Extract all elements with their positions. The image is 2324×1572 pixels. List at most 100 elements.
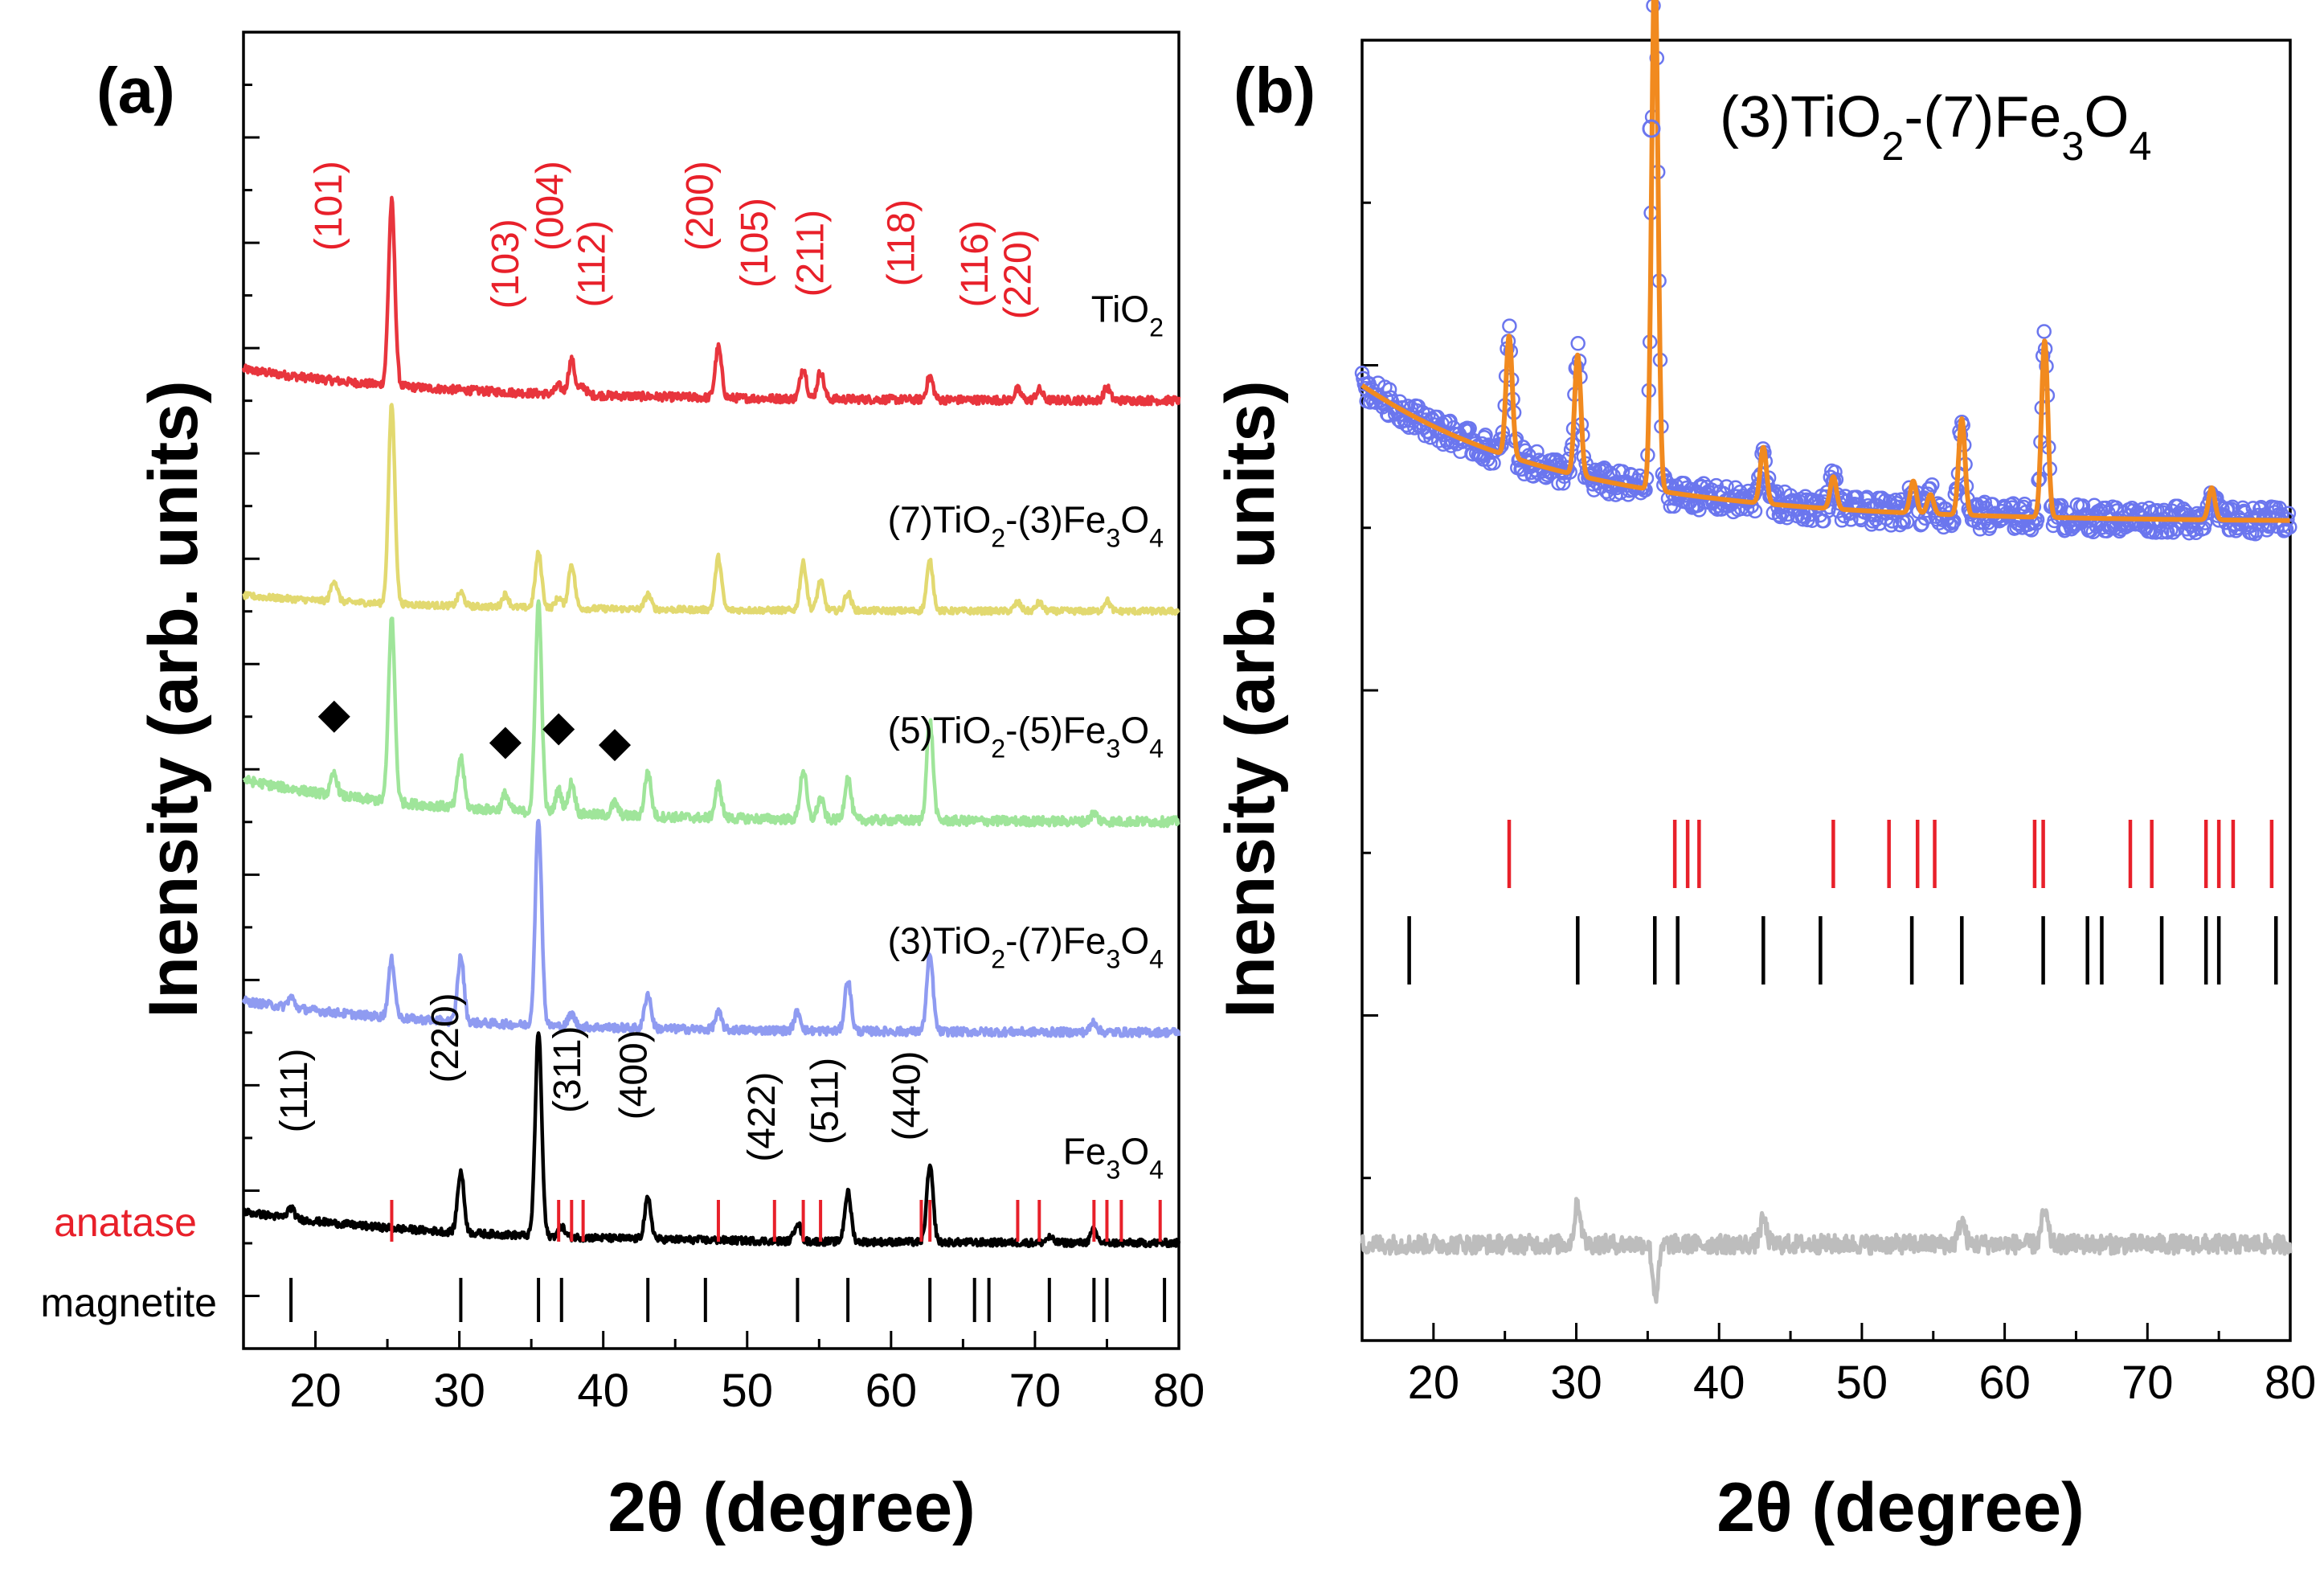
panel-b-x-tick-label: 50 [1836, 1357, 1888, 1409]
anatase-hkl-label: (116) [954, 220, 996, 308]
panel-a-chart: 20 30 40 50 60 70 80TiO2(7)TiO2-(3)Fe3O4(5)TiO… [241, 31, 1205, 1417]
series-calc-line [1360, 0, 2293, 523]
observed-point [2163, 522, 2179, 538]
diamond-marker [542, 713, 575, 746]
panel-a-xlabel: 2θ (degree) [608, 1469, 976, 1546]
panel-b-x-tick-label: 80 [2265, 1357, 2317, 1409]
series-tio2_70-label: (7)TiO2-(3)Fe3O4 [888, 498, 1164, 552]
observed-point [1925, 477, 1940, 493]
series-tio2_50-label-subscript: 4 [1149, 735, 1164, 763]
observed-point [2166, 525, 2181, 540]
panel-b-tag: (b) [1234, 55, 1315, 126]
panel-a-tag: (a) [96, 55, 175, 126]
anatase-ref-label: anatase [54, 1200, 197, 1245]
series-tio2_50-label-text: O [1120, 710, 1149, 751]
magnetite-hkl-label: (220) [424, 993, 467, 1083]
series-diff-line [1360, 1197, 2293, 1304]
panel-a-x-tick-label: 20 [289, 1365, 342, 1417]
panel-b-x-tick-label: 40 [1693, 1357, 1745, 1409]
anatase-hkl-label: (101) [308, 161, 350, 251]
magnetite-hkl-label: (511) [804, 1058, 847, 1145]
panel-a-frame [242, 31, 1180, 1350]
magnetite-hkl-label: (311) [546, 1025, 589, 1113]
series-tio2_30-label-text: (3)TiO [888, 920, 992, 962]
legend-label-text: O [2084, 85, 2129, 149]
series-tio2_50-label-subscript: 3 [1106, 735, 1120, 763]
series-tio2_50-label-text: (5)TiO [888, 710, 992, 751]
magnetite-hkl-label: (400) [612, 1030, 655, 1120]
series-fe3o4-label-text: Fe [1063, 1131, 1107, 1173]
magnetite-hkl-label: (440) [886, 1050, 929, 1140]
series-tio2_70-label-text: (7)TiO [888, 498, 992, 540]
diamond-marker [489, 727, 522, 759]
observed-point [2196, 521, 2211, 536]
series-tio2_30-label-text: O [1120, 920, 1149, 962]
series-tio2_30-label-subscript: 4 [1149, 945, 1164, 974]
legend-label-text: (3)TiO [1720, 85, 1881, 149]
anatase-hkl-label: (004) [530, 161, 572, 251]
observed-point [1478, 428, 1493, 443]
anatase-hkl-label: (112) [571, 220, 613, 308]
panel-a-x-tick-label: 40 [577, 1365, 629, 1417]
legend-label-subscript: 3 [2061, 123, 2084, 169]
panel-b-x-tick-label: 30 [1550, 1357, 1602, 1409]
observed-point [2017, 496, 2032, 512]
observed-point [1570, 336, 1585, 351]
observed-point [1747, 503, 1763, 519]
observed-point [1502, 318, 1517, 334]
series-tio2_70-line [242, 403, 1180, 616]
observed-point [1977, 494, 1992, 510]
panel-a-x-tick-label: 80 [1153, 1365, 1205, 1417]
series-tio2_50-label: (5)TiO2-(5)Fe3O4 [888, 710, 1164, 763]
panel-b-ylabel: Inensity (arb. units) [1212, 380, 1289, 1017]
observed-point [2175, 501, 2191, 517]
panel-a-ylabel: Inensity (arb. units) [135, 380, 212, 1017]
panel-b-x-tick-label: 20 [1408, 1357, 1460, 1409]
panel-a-x-tick-label: 70 [1009, 1365, 1062, 1417]
legend-label-subscript: 2 [1881, 123, 1904, 169]
legend-label: (3)TiO2-(7)Fe3O4 [1720, 85, 2151, 169]
observed-point [1974, 496, 1991, 512]
series-tio2-label-subscript: 2 [1149, 313, 1164, 342]
series-tio2_30-label-text: -(7)Fe [1005, 920, 1106, 962]
observed-point [2159, 524, 2175, 540]
anatase-hkl-label: (220) [997, 229, 1040, 319]
magnetite-hkl-label: (111) [273, 1048, 316, 1132]
anatase-hkl-label: (200) [679, 161, 722, 251]
series-tio2_30-line [241, 818, 1181, 1038]
legend-observed-marker [1642, 119, 1661, 138]
observed-point [2075, 498, 2091, 514]
panel-b-x-tick-label: 70 [2121, 1357, 2174, 1409]
observed-point [1614, 464, 1630, 480]
observed-point [1899, 514, 1915, 530]
series-tio2_70-label-text: O [1120, 498, 1149, 540]
series-fe3o4-label-subscript: 3 [1106, 1156, 1120, 1185]
observed-point [2036, 324, 2052, 339]
series-tio2_70-label-subscript: 4 [1149, 523, 1164, 552]
series-tio2_30-label-subscript: 2 [991, 945, 1005, 974]
series-fe3o4-label: Fe3O4 [1063, 1131, 1164, 1185]
magnetite-ref-label: magnetite [40, 1280, 217, 1325]
series-fe3o4-label-text: O [1120, 1131, 1149, 1173]
series-tio2_30-label-subscript: 3 [1106, 945, 1120, 974]
series-tio2_70-label-subscript: 2 [991, 523, 1005, 552]
series-tio2_50-line [242, 599, 1180, 829]
magnetite-hkl-label: (422) [741, 1072, 784, 1162]
panel-b-frame [1360, 39, 2292, 1342]
series-fe3o4-label-subscript: 4 [1149, 1156, 1164, 1185]
series-tio2_70-label-subscript: 3 [1106, 523, 1120, 552]
series-tio2-line [241, 195, 1181, 407]
observed-point [1843, 512, 1859, 527]
series-fe3o4-line [242, 1031, 1181, 1249]
series-tio2-label: TiO2 [1091, 288, 1164, 342]
observed-point [1555, 476, 1571, 491]
series-tio2_70-label-text: -(3)Fe [1005, 498, 1106, 540]
panel-b-chart: 20 30 40 50 60 70 80 (3)TiO2-(7)Fe3O4 [1354, 0, 2317, 1409]
series-tio2_50-label-text: -(5)Fe [1005, 710, 1106, 751]
anatase-hkl-label: (211) [790, 210, 833, 297]
anatase-hkl-label: (105) [734, 198, 776, 288]
observed-point [1849, 489, 1864, 505]
panel-a-x-tick-label: 50 [722, 1365, 774, 1417]
panel-a-x-tick-label: 60 [865, 1365, 918, 1417]
